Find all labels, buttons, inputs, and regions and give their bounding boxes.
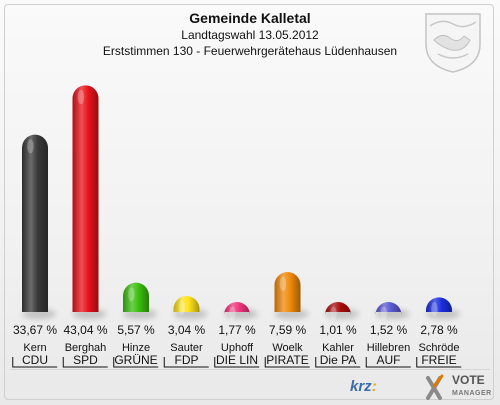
candidate-label: Hillebren xyxy=(367,342,410,354)
coat-of-arms-icon xyxy=(425,13,481,73)
party-label: CDU xyxy=(22,353,48,367)
party-bracket xyxy=(12,357,58,368)
bar-highlight xyxy=(279,276,287,291)
bar-freie xyxy=(426,297,452,312)
value-label: 1,01 % xyxy=(319,323,357,337)
vote-manager-logo-icon xyxy=(426,374,444,400)
bar-fdp xyxy=(173,295,200,312)
candidate-label: Sauter xyxy=(170,342,203,354)
bar-highlight xyxy=(128,287,135,302)
party-label: FDP xyxy=(175,353,199,367)
bar-spd xyxy=(72,85,99,313)
value-label: 33,67 % xyxy=(13,323,57,337)
party-bracket xyxy=(214,357,260,368)
chart-title: Gemeinde Kalletal xyxy=(189,10,311,26)
candidate-label: Kahler xyxy=(322,342,354,354)
bar-highlight xyxy=(431,301,438,317)
candidate-label: Uphoff xyxy=(221,342,254,354)
party-label: FREIE xyxy=(421,353,456,367)
party-label: DIE LIN xyxy=(216,353,258,367)
value-label: 1,77 % xyxy=(218,323,256,337)
bar-highlight xyxy=(330,306,337,321)
party-label: SPD xyxy=(73,353,98,367)
value-label: 7,59 % xyxy=(269,323,307,337)
bar-highlight xyxy=(27,139,34,154)
value-label: 1,52 % xyxy=(370,323,408,337)
bar-grüne xyxy=(123,282,149,312)
bar-highlight xyxy=(178,300,186,315)
bar-highlight xyxy=(380,306,388,321)
party-bracket xyxy=(62,357,108,368)
vote-manager-logo: VOTE MANAGER xyxy=(452,373,492,397)
bar-auf xyxy=(375,302,402,315)
party-bracket xyxy=(264,357,310,368)
party-bracket xyxy=(365,357,411,368)
value-label: 5,57 % xyxy=(117,323,155,337)
bar-highlight xyxy=(229,306,236,321)
party-bracket xyxy=(315,357,361,368)
chart-subtitle: Landtagswahl 13.05.2012 xyxy=(181,28,319,42)
party-label: Die PA xyxy=(320,353,356,367)
value-label: 43,04 % xyxy=(63,323,107,337)
party-bracket xyxy=(163,357,209,368)
chart-subtitle-detail: Erststimmen 130 - Feuerwehrgerätehaus Lü… xyxy=(102,44,398,58)
bar-cdu xyxy=(22,134,48,312)
footer-divider xyxy=(10,369,490,370)
candidate-label: Berghah xyxy=(65,342,107,354)
bar-die-lin xyxy=(224,302,250,315)
bar-pirate xyxy=(274,272,301,312)
party-label: GRÜNE xyxy=(114,353,157,367)
party-label: PIRATE xyxy=(266,353,308,367)
value-label: 2,78 % xyxy=(420,323,458,337)
value-label: 3,04 % xyxy=(168,323,206,337)
candidate-label: Schröde xyxy=(419,342,460,354)
party-bracket xyxy=(113,357,159,368)
party-bracket xyxy=(416,357,462,368)
candidate-label: Kern xyxy=(23,342,46,354)
bar-die-pa xyxy=(325,302,351,315)
candidate-label: Woelk xyxy=(272,342,303,354)
bar-highlight xyxy=(77,89,85,105)
krz-logo: krz: xyxy=(350,378,377,395)
candidate-label: Hinze xyxy=(122,342,150,354)
party-label: AUF xyxy=(377,353,401,367)
